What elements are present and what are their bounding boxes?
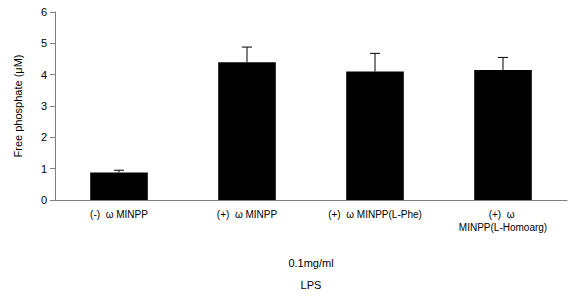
svg-text:MINPP(L-Homoarg): MINPP(L-Homoarg)	[459, 222, 547, 233]
svg-text:LPS: LPS	[301, 279, 322, 291]
svg-text:2: 2	[41, 131, 47, 143]
svg-text:Free phosphate (μM): Free phosphate (μM)	[12, 55, 24, 158]
svg-text:(+) ω: (+) ω	[489, 209, 518, 220]
svg-text:(+) ω MINPP(L-Phe): (+) ω MINPP(L-Phe)	[328, 209, 422, 220]
svg-text:6: 6	[41, 6, 47, 18]
svg-text:(+) ω MINPP: (+) ω MINPP	[217, 209, 278, 220]
svg-text:0: 0	[41, 194, 47, 206]
svg-text:4: 4	[41, 69, 47, 81]
svg-text:(-) ω MINPP: (-) ω MINPP	[90, 209, 148, 220]
svg-text:5: 5	[41, 37, 47, 49]
svg-text:3: 3	[41, 100, 47, 112]
svg-text:0.1mg/ml: 0.1mg/ml	[288, 257, 333, 269]
svg-text:1: 1	[41, 163, 47, 175]
